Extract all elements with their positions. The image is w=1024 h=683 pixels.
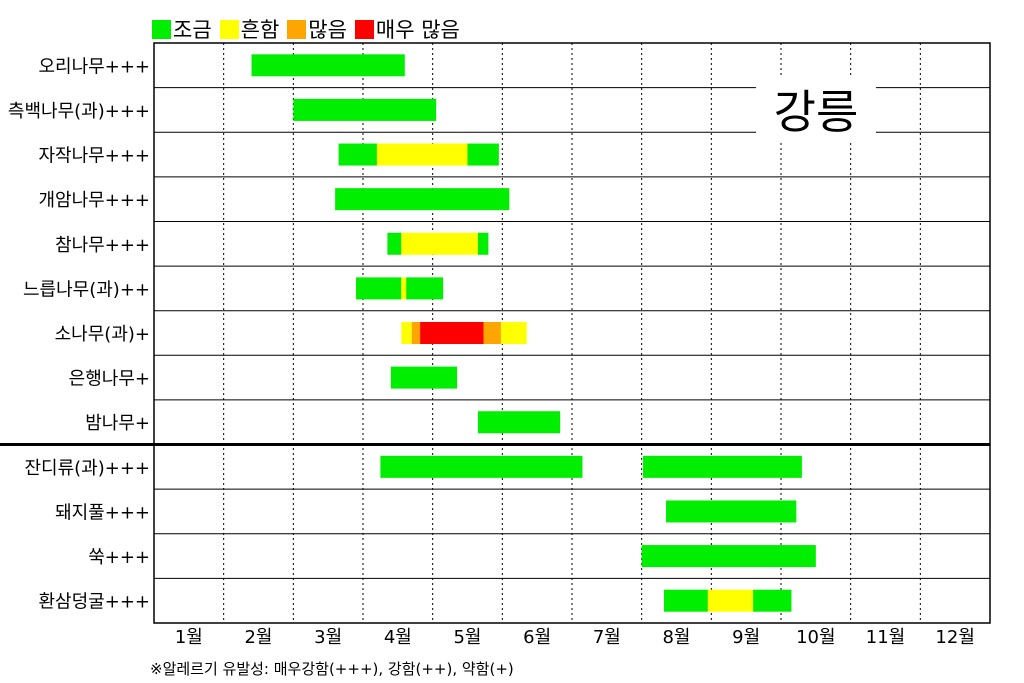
bar-segment	[401, 322, 412, 344]
legend-item-low: 조금	[152, 14, 212, 44]
bar-segment	[380, 455, 583, 478]
bar-segment	[406, 277, 444, 300]
legend-swatch-mid	[219, 19, 239, 39]
bar-segment	[483, 322, 501, 344]
row-label: 측백나무(과)+++	[8, 101, 150, 122]
bar-segment	[390, 366, 458, 389]
legend-item-veryhigh: 매우 많음	[354, 14, 460, 44]
legend-label-veryhigh: 매우 많음	[375, 18, 460, 42]
labels-layer: 오리나무+++ 측백나무(과)+++ 자작나무+++ 개암나무+++ 참나무+++ 느릅나…	[8, 56, 975, 648]
bar-segment	[387, 232, 402, 255]
legend-label-high: 많음	[308, 18, 347, 42]
bar-segment	[467, 143, 499, 166]
row-label: 참나무+++	[55, 235, 150, 256]
legend-swatch-veryhigh	[354, 19, 374, 39]
bar-segment	[420, 322, 484, 344]
bar-segment	[335, 188, 510, 211]
month-tick-label: 3월	[314, 627, 342, 648]
bar-segment	[643, 455, 802, 478]
row-label: 은행나무+	[69, 369, 150, 390]
grid-layer	[0, 43, 990, 623]
row-label: 느릅나무(과)++	[23, 279, 150, 300]
bar-segment	[663, 589, 708, 612]
row-label: 환삼덩굴+++	[39, 592, 151, 613]
footnote: ※알레르기 유발성: 매우강함(+++), 강함(++), 약함(+)	[150, 660, 514, 678]
month-tick-label: 12월	[935, 627, 974, 648]
month-tick-label: 2월	[244, 627, 272, 648]
chart-title: 강릉	[756, 78, 876, 140]
row-label: 잔디류(과)+++	[24, 458, 150, 479]
row-label: 자작나무+++	[39, 146, 151, 167]
legend-swatch-high	[287, 19, 307, 39]
bar-segment	[500, 322, 527, 344]
bar-segment	[251, 54, 405, 77]
bars-layer	[251, 54, 816, 612]
month-tick-label: 4월	[384, 627, 412, 648]
bar-segment	[477, 411, 561, 434]
month-tick-label: 10월	[796, 627, 835, 648]
bar-segment	[641, 545, 816, 568]
row-label: 쑥+++	[88, 547, 150, 568]
row-label: 소나무(과)+	[55, 324, 150, 345]
row-label: 오리나무+++	[39, 56, 151, 77]
row-label: 개암나무+++	[39, 190, 151, 211]
bar-segment	[411, 322, 421, 344]
month-tick-label: 1월	[175, 627, 203, 648]
frame-layer	[153, 42, 991, 624]
row-label: 돼지풀+++	[55, 502, 150, 523]
bar-segment	[707, 589, 754, 612]
legend-label-low: 조금	[173, 18, 212, 42]
plot-frame	[153, 42, 991, 624]
month-tick-label: 11월	[866, 627, 905, 648]
row-label: 밤나무+	[85, 413, 150, 434]
bar-segment	[401, 277, 407, 300]
month-tick-label: 8월	[662, 627, 690, 648]
bar-segment	[666, 500, 797, 523]
bar-segment	[477, 232, 489, 255]
bar-segment	[753, 589, 792, 612]
month-tick-label: 7월	[593, 627, 621, 648]
bar-segment	[338, 143, 377, 166]
bar-segment	[376, 143, 468, 166]
legend-label-mid: 흔함	[240, 18, 280, 42]
month-tick-label: 9월	[732, 627, 760, 648]
legend: 조금 흔함 많음 매우 많음	[152, 14, 468, 44]
bar-segment	[356, 277, 402, 300]
legend-item-mid: 흔함	[219, 14, 280, 44]
bar-segment	[293, 98, 437, 121]
legend-item-high: 많음	[287, 14, 347, 44]
month-tick-label: 5월	[453, 627, 481, 648]
month-tick-label: 6월	[523, 627, 551, 648]
bar-segment	[401, 232, 478, 255]
legend-swatch-low	[152, 19, 171, 39]
